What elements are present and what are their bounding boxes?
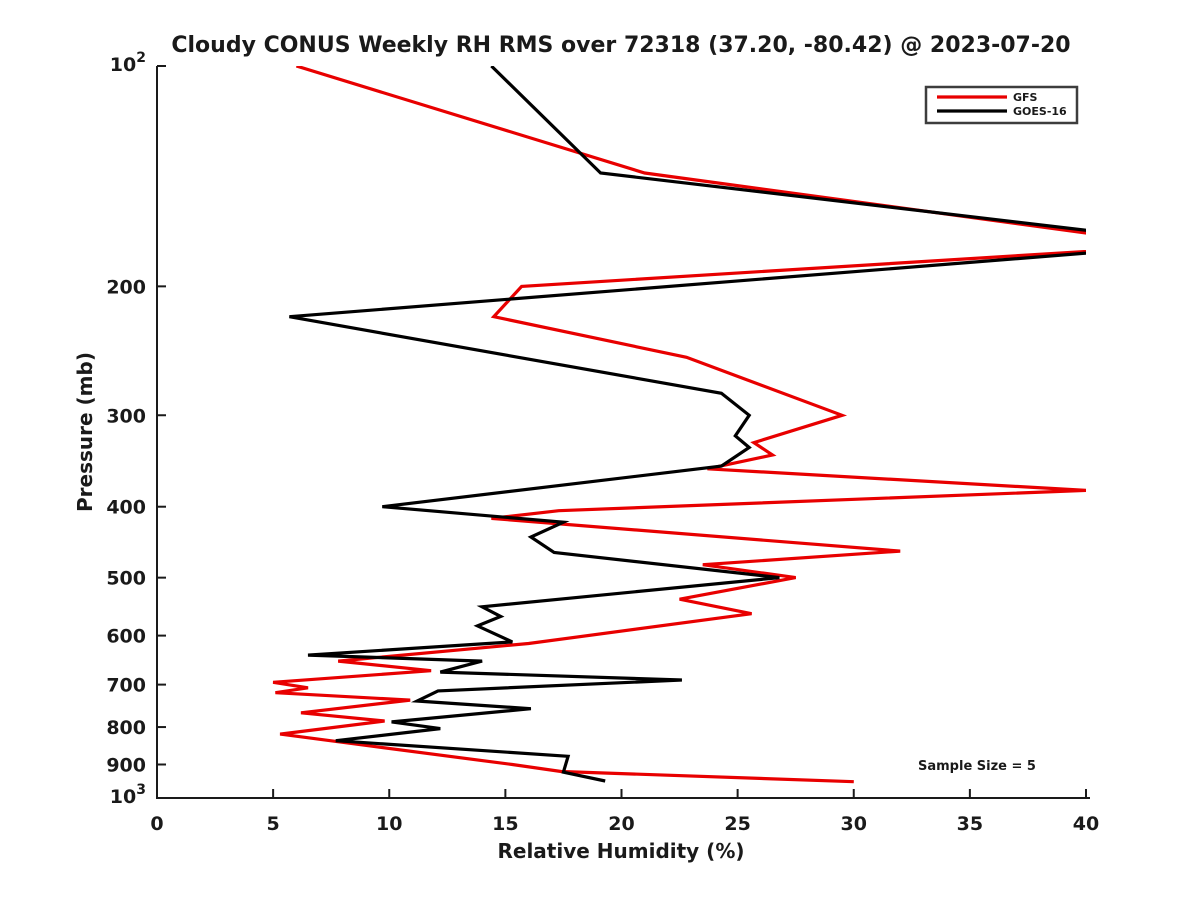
legend-box <box>924 85 1079 125</box>
x-axis-label: Relative Humidity (%) <box>497 839 744 863</box>
gfs-line <box>272 66 1086 784</box>
x-tick-label: 10 <box>376 813 402 835</box>
x-tick-label: 0 <box>150 813 163 835</box>
x-tick-label: 30 <box>841 813 867 835</box>
sample-size-annotation: Sample Size = 5 <box>918 759 1036 774</box>
y-tick-label: 900 <box>106 755 146 777</box>
x-tick-label: 40 <box>1073 813 1099 835</box>
x-tick-label: 20 <box>608 813 634 835</box>
x-tick-label: 5 <box>267 813 280 835</box>
y-tick-label: 102 <box>110 50 146 76</box>
y-tick-label: 300 <box>106 405 146 427</box>
y-tick-label: 600 <box>106 626 146 648</box>
x-tick-label: 25 <box>724 813 750 835</box>
y-tick-label: 103 <box>110 782 146 808</box>
goes16-line <box>289 66 1086 783</box>
y-tick-label: 500 <box>106 568 146 590</box>
y-tick-label: 200 <box>106 276 146 298</box>
y-tick-label: 400 <box>106 497 146 519</box>
y-tick-label: 700 <box>106 675 146 697</box>
chart-title: Cloudy CONUS Weekly RH RMS over 72318 (3… <box>171 33 1070 58</box>
y-axis-label: Pressure (mb) <box>73 352 97 512</box>
legend-label-goes16: GOES-16 <box>1013 105 1067 118</box>
x-tick-label: 15 <box>492 813 518 835</box>
legend-label-gfs: GFS <box>1013 91 1038 104</box>
x-tick-label: 35 <box>957 813 983 835</box>
y-tick-label: 800 <box>106 717 146 739</box>
